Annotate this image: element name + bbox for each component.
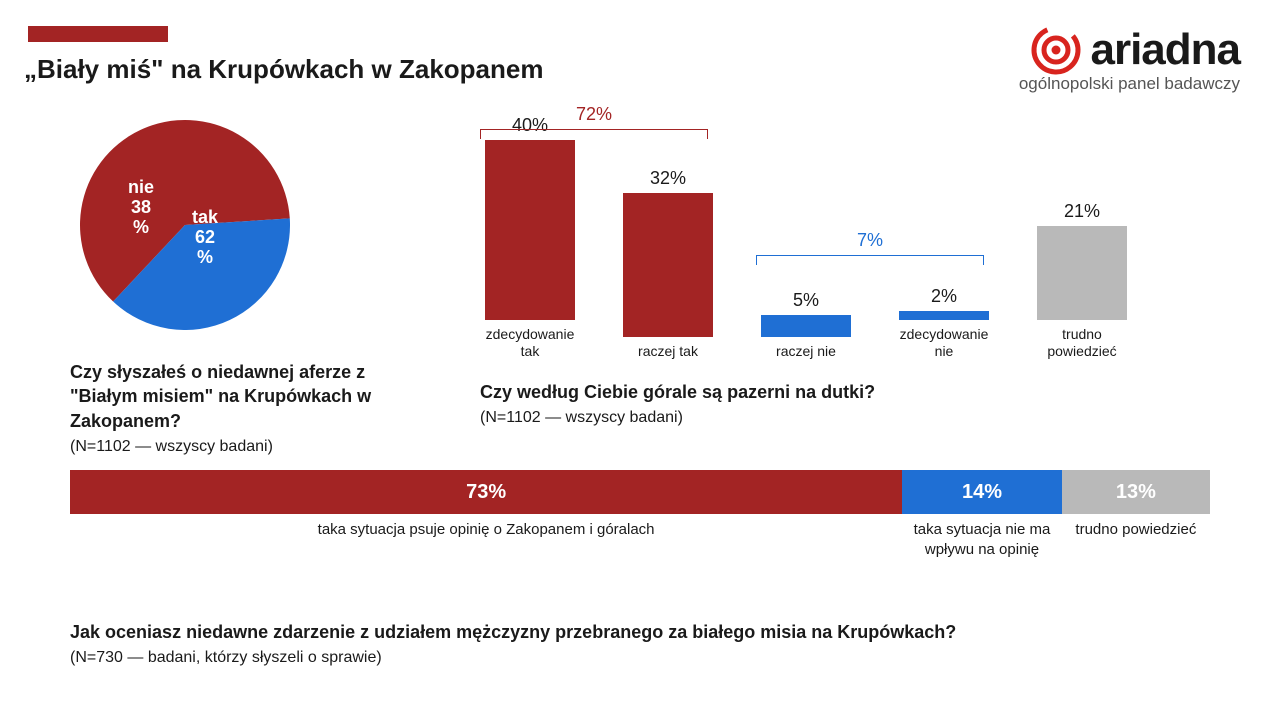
pie-question-text: Czy słyszałeś o niedawnej aferze z "Biał…	[70, 362, 371, 431]
pie-question-sub: (N=1102 — wszyscy badani)	[70, 438, 273, 455]
bar-question-text: Czy według Ciebie górale są pazerni na d…	[480, 382, 875, 402]
stacked-question-sub: (N=730 — badani, którzy słyszeli o spraw…	[70, 649, 382, 666]
bar-value: 32%	[650, 168, 686, 189]
bar-rect	[485, 140, 575, 320]
header-accent-bar	[28, 26, 168, 42]
bar-raczej-nie: 5% raczej nie	[756, 290, 856, 360]
stacked-segment-label: taka sytuacja nie ma wpływu na opinię	[902, 520, 1062, 559]
brand-logo: ariadna ogólnopolski panel badawczy	[1019, 24, 1240, 94]
pie-chart: tak62% nie38%	[80, 120, 290, 330]
bar-rect	[1037, 226, 1127, 321]
bar-value: 21%	[1064, 201, 1100, 222]
pie-slice-label-tak: tak62%	[192, 208, 218, 267]
target-icon	[1030, 24, 1082, 76]
logo-text: ariadna	[1090, 25, 1240, 75]
stacked-segment: 73%	[70, 470, 902, 514]
bar-zdecydowanie-tak: 40%zdecydowanie tak	[480, 115, 580, 360]
stacked-question: Jak oceniasz niedawne zdarzenie z udział…	[70, 620, 1170, 669]
bar-label: trudno powiedzieć	[1032, 326, 1132, 360]
bar-rect	[899, 311, 989, 320]
bar-value: 2%	[931, 286, 957, 307]
bracket-yes: 72%	[480, 104, 708, 139]
bar-question: Czy według Ciebie górale są pazerni na d…	[480, 380, 1100, 429]
pie-question: Czy słyszałeś o niedawnej aferze z "Biał…	[70, 360, 430, 457]
logo-subtitle: ogólnopolski panel badawczy	[1019, 74, 1240, 94]
stacked-segment-label: trudno powiedzieć	[1062, 520, 1210, 559]
stacked-bar: 73%14%13%	[70, 470, 1210, 514]
bar-label: raczej nie	[776, 343, 836, 360]
bar-raczej-tak: 32% raczej tak	[618, 168, 718, 360]
bar-value: 5%	[793, 290, 819, 311]
pie-slice-label-nie: nie38%	[128, 178, 154, 237]
stacked-segment-label: taka sytuacja psuje opinię o Zakopanem i…	[70, 520, 902, 559]
stacked-bar-labels: taka sytuacja psuje opinię o Zakopanem i…	[70, 520, 1210, 559]
bracket-no: 7%	[756, 230, 984, 265]
bar-label: zdecydowanie tak	[480, 326, 580, 360]
bar-chart: 72% 7% 40%zdecydowanie tak32%raczej tak5…	[480, 120, 1132, 360]
bracket-no-value: 7%	[857, 230, 883, 250]
bar-trudno-powiedzieć: 21% trudno powiedzieć	[1032, 201, 1132, 360]
page-title: „Biały miś" na Krupówkach w Zakopanem	[24, 54, 543, 85]
bar-rect	[761, 315, 851, 338]
bar-rect	[623, 193, 713, 337]
stacked-segment: 14%	[902, 470, 1062, 514]
bar-label: zdecydowanie nie	[894, 326, 994, 360]
stacked-segment: 13%	[1062, 470, 1210, 514]
bar-zdecydowanie-nie: 2% zdecydowanie nie	[894, 286, 994, 360]
bar-question-sub: (N=1102 — wszyscy badani)	[480, 409, 683, 426]
bar-label: raczej tak	[638, 343, 698, 360]
bracket-yes-value: 72%	[576, 104, 612, 124]
stacked-question-text: Jak oceniasz niedawne zdarzenie z udział…	[70, 622, 956, 642]
